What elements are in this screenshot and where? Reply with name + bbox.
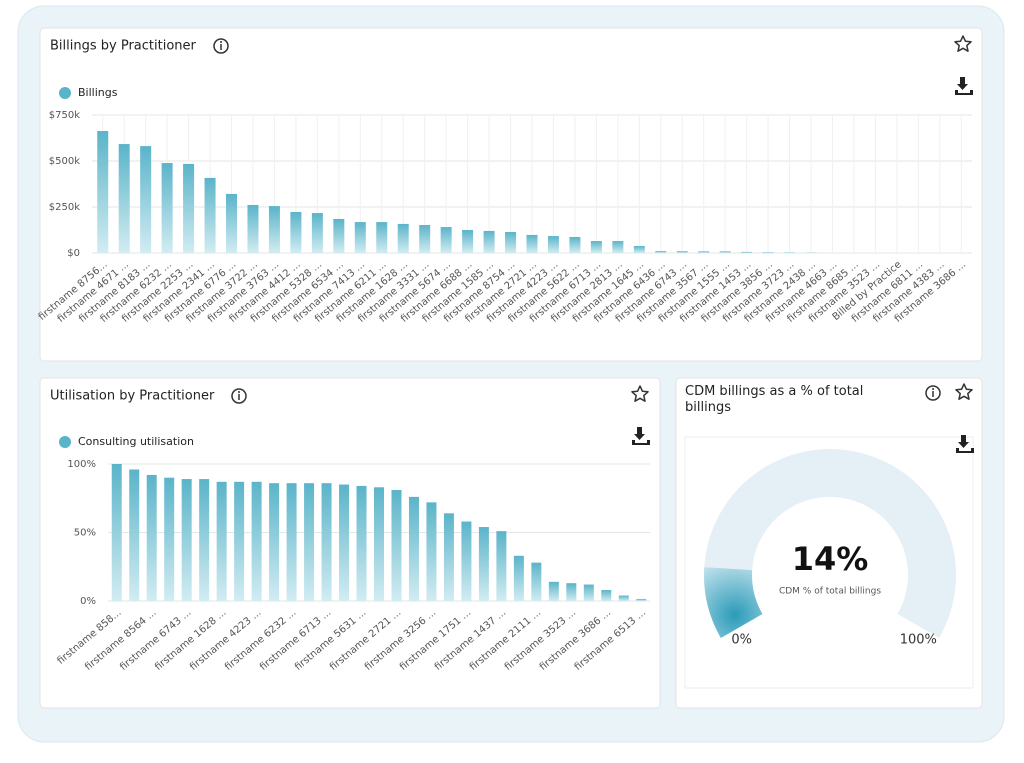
bar (440, 227, 452, 253)
bar (199, 479, 210, 601)
bar (97, 131, 109, 253)
bar (268, 206, 280, 253)
bar (286, 483, 297, 601)
bar (636, 598, 647, 601)
y-tick-label: $750k (49, 110, 80, 121)
gauge-track (704, 449, 956, 638)
bar (496, 531, 507, 601)
bar (655, 250, 667, 253)
bar (676, 251, 688, 253)
card (39, 377, 661, 709)
bar (251, 481, 262, 601)
bar (566, 583, 577, 601)
info-dots (220, 41, 934, 393)
legend-marker (59, 436, 71, 448)
bar (547, 236, 559, 253)
chart-title: Utilisation by Practitioner (50, 389, 215, 404)
bar (601, 590, 612, 601)
bar (304, 483, 315, 601)
bar (531, 562, 542, 601)
bar (146, 474, 157, 601)
bar (513, 555, 524, 601)
legend-label: Billings (78, 86, 118, 99)
bar (311, 213, 323, 253)
bar (204, 177, 216, 253)
bar (164, 477, 175, 601)
y-tick-label: $500k (49, 156, 80, 167)
y-tick-label: $0 (67, 248, 80, 259)
bar (698, 251, 710, 253)
gauge-tick-label: 100% (900, 633, 937, 648)
bar (426, 502, 437, 601)
bar (216, 481, 227, 601)
star-icons[interactable] (631, 35, 973, 402)
bar (333, 218, 345, 253)
bar (526, 234, 538, 253)
bar (374, 487, 384, 601)
bar (290, 211, 302, 253)
y-tick-label: $250k (49, 202, 80, 213)
bar (443, 513, 454, 601)
bar (419, 225, 431, 253)
bar (548, 581, 559, 601)
bar (129, 469, 140, 601)
bar (569, 236, 581, 253)
gauge-value (704, 567, 763, 638)
bar (719, 251, 731, 253)
bar (181, 479, 192, 601)
gauge-subtitle: CDM % of total billings (779, 587, 881, 597)
gauge-tick-label: 0% (731, 633, 752, 648)
y-tick-label: 50% (74, 528, 96, 539)
bar (140, 146, 152, 253)
download-icons[interactable] (632, 77, 974, 453)
legend-label: Consulting utilisation (78, 435, 194, 448)
bar (234, 481, 245, 601)
bar (118, 144, 130, 253)
bar (397, 223, 409, 253)
bar (321, 483, 332, 601)
bar (461, 521, 472, 601)
bar (483, 230, 495, 253)
bar (505, 232, 517, 253)
bar (618, 595, 629, 601)
bar (408, 496, 419, 601)
bar (391, 490, 402, 601)
chart-title: CDM billings as a % of total billings (685, 384, 864, 415)
bar (633, 246, 645, 253)
bar (354, 222, 366, 253)
bar (183, 163, 195, 253)
bar (247, 204, 259, 253)
bar (111, 464, 122, 601)
bar (590, 241, 602, 253)
bar (356, 485, 367, 601)
y-tick-label: 100% (67, 459, 96, 470)
bar (339, 484, 350, 601)
bar (784, 252, 796, 253)
info-icons[interactable] (213, 38, 941, 404)
bar (269, 483, 280, 601)
chart-title: Billings by Practitioner (50, 39, 197, 54)
bar (741, 251, 753, 253)
bar (226, 193, 238, 253)
legend-marker (59, 87, 71, 99)
bar (376, 222, 388, 253)
y-tick-label: 0% (80, 596, 96, 607)
gauge-value-label: 14% (792, 540, 869, 578)
bar (462, 230, 474, 253)
bar (612, 241, 624, 253)
bar (478, 527, 489, 601)
bar (762, 252, 774, 253)
bar (161, 163, 173, 253)
bar (583, 584, 594, 601)
